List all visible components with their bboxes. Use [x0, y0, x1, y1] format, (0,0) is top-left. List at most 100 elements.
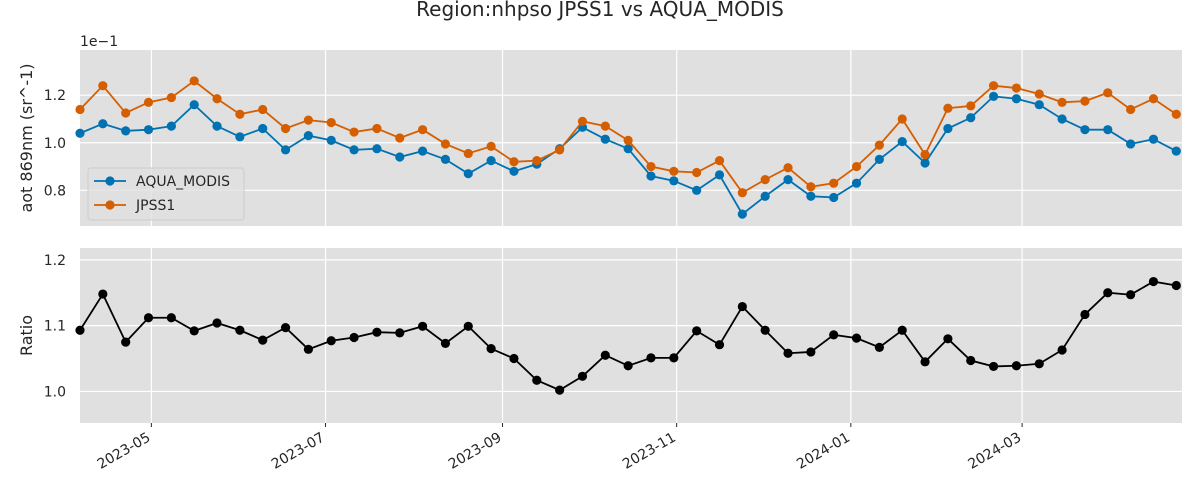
- data-point-ratio: [440, 338, 451, 348]
- data-point-aqua-modis: [235, 132, 245, 142]
- data-point-jpss1: [280, 123, 291, 134]
- data-point-aqua-modis: [829, 192, 839, 203]
- data-point-ratio: [1126, 290, 1136, 300]
- data-point-aqua-modis: [920, 158, 930, 168]
- data-point-jpss1: [555, 145, 565, 155]
- data-point-aqua-modis: [1126, 139, 1136, 149]
- data-point-ratio: [372, 327, 382, 337]
- data-point-jpss1: [509, 157, 519, 167]
- data-point-jpss1: [486, 141, 496, 151]
- data-point-ratio: [98, 289, 108, 299]
- data-point-ratio: [897, 325, 907, 335]
- data-point-ratio: [874, 342, 884, 352]
- data-point-aqua-modis: [440, 154, 451, 165]
- data-point-ratio: [280, 323, 291, 333]
- data-point-aqua-modis: [1148, 134, 1159, 144]
- data-point-ratio: [943, 334, 953, 344]
- y-tick-label: 0.8: [44, 183, 66, 199]
- data-point-aqua-modis: [417, 146, 428, 156]
- y-tick-label: 1.2: [44, 253, 66, 269]
- data-point-jpss1: [920, 150, 930, 160]
- x-tick-label: 2023-09: [446, 430, 505, 473]
- data-point-aqua-modis: [760, 191, 770, 201]
- data-point-jpss1: [212, 94, 222, 104]
- x-tick-label: 2024-01: [794, 430, 853, 473]
- data-point-ratio: [303, 344, 313, 354]
- data-point-aqua-modis: [121, 126, 131, 136]
- data-point-ratio: [463, 321, 473, 331]
- data-point-ratio: [829, 330, 839, 340]
- data-point-jpss1: [1034, 89, 1044, 99]
- data-point-jpss1: [897, 114, 907, 124]
- data-point-jpss1: [417, 125, 428, 135]
- legend: AQUA_MODIS JPSS1: [87, 167, 245, 221]
- data-point-aqua-modis: [143, 125, 154, 135]
- data-point-ratio: [349, 332, 359, 343]
- data-point-aqua-modis: [372, 144, 382, 154]
- data-point-ratio: [143, 313, 154, 323]
- data-point-jpss1: [532, 155, 542, 166]
- chart-title: Region:nhpso JPSS1 vs AQUA_MODIS: [416, 0, 784, 21]
- data-point-ratio: [1171, 280, 1181, 291]
- y-offset-text: 1e−1: [80, 34, 118, 50]
- y-axis-label: aot 869nm (sr^-1): [17, 63, 36, 212]
- data-point-jpss1: [349, 127, 359, 137]
- data-point-aqua-modis: [966, 113, 976, 123]
- data-point-ratio: [121, 337, 131, 347]
- top-panel: 0.8 1.0 1.2 aot 869nm (sr^-1) 1e−1 AQUA_MODIS…: [17, 34, 1182, 226]
- data-point-aqua-modis: [280, 145, 291, 155]
- data-point-jpss1: [646, 161, 656, 172]
- data-point-ratio: [806, 347, 816, 357]
- x-tick-label: 2024-03: [965, 430, 1024, 473]
- data-point-jpss1: [258, 104, 268, 115]
- data-point-aqua-modis: [1057, 114, 1067, 124]
- legend-marker: [105, 176, 115, 186]
- data-point-ratio: [75, 325, 85, 335]
- x-axis: 2023-05 2023-07 2023-09 2023-11 2024-01 2024-…: [95, 423, 1024, 473]
- data-point-aqua-modis: [258, 123, 268, 134]
- data-point-aqua-modis: [1103, 125, 1113, 135]
- y-tick-label: 1.1: [44, 319, 66, 335]
- data-point-ratio: [714, 340, 725, 350]
- data-point-aqua-modis: [851, 178, 862, 188]
- data-point-jpss1: [692, 167, 702, 178]
- data-point-jpss1: [783, 163, 793, 173]
- data-point-jpss1: [1080, 96, 1090, 106]
- data-point-ratio: [532, 375, 542, 385]
- data-point-ratio: [189, 326, 199, 336]
- data-point-jpss1: [395, 133, 405, 143]
- data-point-aqua-modis: [646, 171, 656, 181]
- data-point-aqua-modis: [669, 176, 679, 186]
- data-point-jpss1: [372, 123, 382, 134]
- data-point-ratio: [235, 325, 245, 335]
- data-point-aqua-modis: [897, 136, 907, 147]
- data-point-ratio: [1057, 345, 1067, 355]
- data-point-aqua-modis: [714, 170, 725, 180]
- data-point-ratio: [988, 361, 999, 372]
- data-point-ratio: [692, 326, 702, 336]
- data-point-jpss1: [75, 104, 85, 115]
- data-point-ratio: [395, 328, 405, 338]
- x-tick-label: 2023-05: [95, 430, 154, 473]
- data-point-ratio: [783, 348, 793, 358]
- data-point-jpss1: [1148, 94, 1159, 104]
- data-point-jpss1: [760, 175, 770, 185]
- data-point-jpss1: [943, 103, 953, 113]
- data-point-aqua-modis: [1080, 125, 1090, 135]
- data-point-jpss1: [851, 161, 862, 172]
- y-tick-label: 1.0: [44, 384, 66, 400]
- data-point-aqua-modis: [486, 155, 496, 166]
- data-point-aqua-modis: [1171, 146, 1181, 156]
- data-point-aqua-modis: [943, 123, 953, 134]
- plot-area: [80, 248, 1182, 423]
- data-point-jpss1: [806, 182, 816, 192]
- data-point-ratio: [966, 355, 976, 366]
- data-point-ratio: [737, 301, 747, 312]
- data-point-aqua-modis: [783, 175, 793, 185]
- data-point-jpss1: [600, 121, 610, 131]
- data-point-ratio: [417, 321, 428, 331]
- data-point-aqua-modis: [600, 134, 610, 144]
- data-point-jpss1: [829, 178, 839, 188]
- data-point-ratio: [577, 371, 588, 381]
